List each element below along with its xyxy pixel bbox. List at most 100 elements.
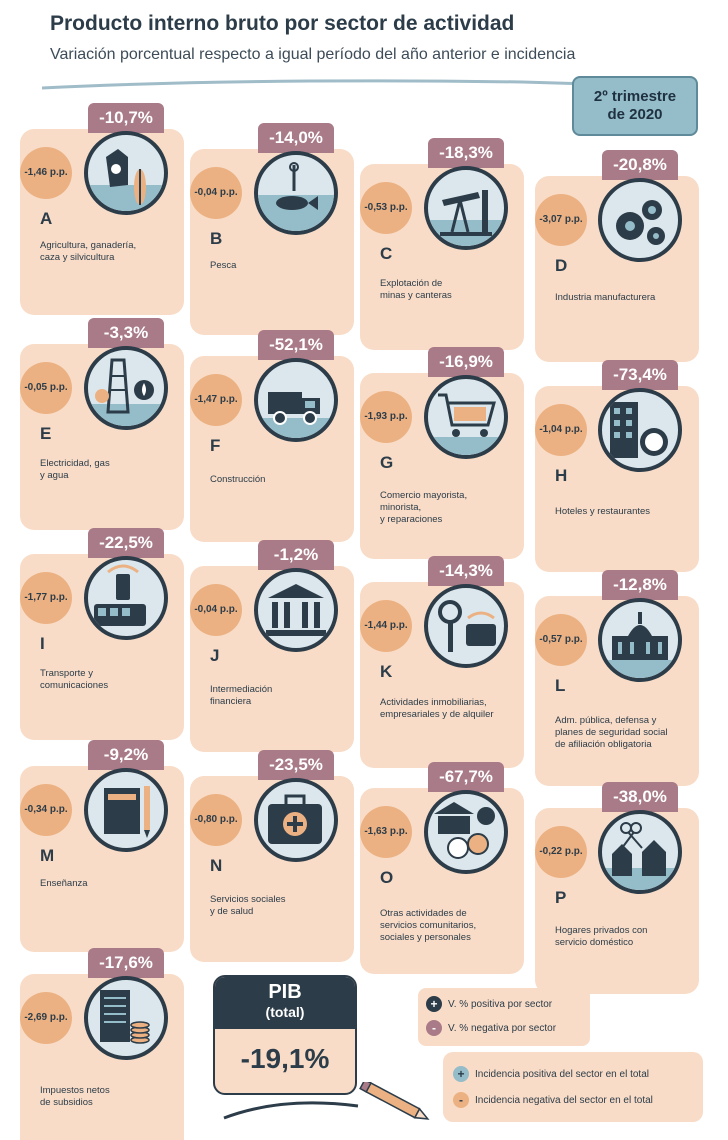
sector-incidence-badge: -1,04 p.p. <box>535 404 587 456</box>
sector-icon-circle <box>598 388 682 472</box>
bank-icon <box>266 584 326 636</box>
sector-incidence-badge: -1,46 p.p. <box>20 147 72 199</box>
sector-incidence-badge: -1,63 p.p. <box>360 806 412 858</box>
legend-minus-peach: - <box>453 1092 469 1108</box>
sector-incidence-badge: -2,69 p.p. <box>20 992 72 1044</box>
sector-variation-label: -73,4% <box>602 360 678 390</box>
sector-icon-circle <box>84 556 168 640</box>
sector-name: Agricultura, ganadería, caza y silvicult… <box>40 240 137 263</box>
sector-variation-label: -16,9% <box>428 347 504 377</box>
sector-incidence-badge: -1,77 p.p. <box>20 572 72 624</box>
sector-name: Hoteles y restaurantes <box>555 506 651 517</box>
legend-positive-variation: + V. % positiva por sector <box>426 996 552 1012</box>
sector-variation-label: -22,5% <box>88 528 164 558</box>
fish-hook-icon <box>258 162 334 231</box>
dump-truck-icon <box>258 392 334 438</box>
sector-variation-label: -1,2% <box>258 540 334 570</box>
sector-letter: N <box>210 856 223 875</box>
sector-incidence-badge: -0,57 p.p. <box>535 614 587 666</box>
sector-variation-label: -10,7% <box>88 103 164 133</box>
sector-name: Otras actividades de servicios comunitar… <box>380 908 477 943</box>
page-title: Producto interno bruto por sector de act… <box>50 12 515 35</box>
legend-positive-incidence: + Incidencia positiva del sector en el t… <box>453 1066 649 1082</box>
congress-icon <box>602 612 678 678</box>
medical-kit-icon <box>268 794 322 844</box>
cow-wheat-icon <box>88 149 164 211</box>
sector-name: Intermediación financiera <box>210 684 273 707</box>
sector-incidence-badge: -3,07 p.p. <box>535 194 587 246</box>
sector-incidence-badge: -0,34 p.p. <box>20 784 72 836</box>
sector-name: Comercio mayorista, minorista, y reparac… <box>380 490 468 525</box>
sector-icon-circle <box>424 166 508 250</box>
legend-negative-incidence-label: Incidencia negativa del sector en el tot… <box>475 1094 653 1106</box>
sector-letter: K <box>380 662 393 681</box>
legend-negative-variation-label: V. % negativa por sector <box>448 1022 557 1034</box>
pib-header: PIB (total) <box>215 977 355 1029</box>
sector-letter: O <box>380 868 394 887</box>
period-label: 2º trimestre de 2020 <box>593 88 677 123</box>
sector-variation-label: -67,7% <box>428 762 504 792</box>
sector-icon-circle <box>254 568 338 652</box>
shopping-cart-icon <box>428 393 504 455</box>
notebook-pencil-icon <box>104 786 150 838</box>
legend-negative-variation: - V. % negativa por sector <box>426 1020 556 1036</box>
sector-letter: D <box>555 256 568 275</box>
sector-incidence-badge: -0,22 p.p. <box>535 826 587 878</box>
sector-name: Impuestos netos de subsidios <box>40 1085 110 1108</box>
bus-phone-icon <box>94 564 146 626</box>
sector-icon-circle <box>84 131 168 215</box>
sector-name: Transporte y comunicaciones <box>40 668 109 691</box>
sector-incidence-badge: -0,04 p.p. <box>190 167 242 219</box>
sector-incidence-badge: -0,04 p.p. <box>190 584 242 636</box>
legend-plus-blue: + <box>453 1066 469 1082</box>
pencil-icon <box>359 1082 430 1120</box>
sector-incidence-badge: -1,93 p.p. <box>360 391 412 443</box>
oil-pump-icon <box>428 190 504 246</box>
sector-variation-label: -23,5% <box>258 750 334 780</box>
sector-incidence-badge: -0,05 p.p. <box>20 362 72 414</box>
page-subtitle: Variación porcentual respecto a igual pe… <box>50 46 576 63</box>
sector-incidence-badge: -1,47 p.p. <box>190 374 242 426</box>
scissors-houses-icon <box>602 822 678 890</box>
pib-total-card: PIB (total) -19,1% <box>213 975 357 1095</box>
sector-name: Industria manufacturera <box>555 292 656 303</box>
sector-name: Construcción <box>210 474 266 485</box>
sector-name: Pesca <box>210 260 237 271</box>
sector-name: Adm. pública, defensa y planes de seguri… <box>555 715 668 750</box>
sector-icon-circle <box>424 790 508 874</box>
sector-icon-circle <box>598 178 682 262</box>
sector-letter: F <box>210 436 221 455</box>
sector-icon-circle <box>84 346 168 430</box>
header-divider <box>42 79 590 90</box>
sector-icon-circle <box>598 598 682 682</box>
sector-name: Actividades inmobiliarias, empresariales… <box>380 697 494 720</box>
legend-negative-incidence: - Incidencia negativa del sector en el t… <box>453 1092 653 1108</box>
sector-variation-label: -18,3% <box>428 138 504 168</box>
swoosh-decoration <box>223 1101 359 1120</box>
key-megaphone-icon <box>438 600 496 652</box>
theater-masks-icon <box>434 802 495 859</box>
sector-icon-circle <box>254 778 338 862</box>
sector-name: Electricidad, gas y agua <box>40 458 110 481</box>
sector-icon-circle <box>254 151 338 235</box>
sector-icon-circle <box>424 375 508 459</box>
sector-letter: P <box>555 888 567 907</box>
sector-variation-label: -14,3% <box>428 556 504 586</box>
sector-variation-label: -17,6% <box>88 948 164 978</box>
sector-letter: H <box>555 466 568 485</box>
pib-value: -19,1% <box>240 1043 330 1074</box>
coins-document-icon <box>100 990 150 1044</box>
sector-name: Hogares privados con servicio doméstico <box>555 925 648 948</box>
sector-letter: E <box>40 424 52 443</box>
hotel-plate-icon <box>610 402 668 458</box>
sector-incidence-badge: -1,44 p.p. <box>360 600 412 652</box>
power-tower-icon <box>88 358 164 426</box>
sector-variation-label: -38,0% <box>602 782 678 812</box>
sector-letter: L <box>555 676 566 695</box>
legend-positive-variation-label: V. % positiva por sector <box>448 998 553 1010</box>
legend-positive-incidence-label: Incidencia positiva del sector en el tot… <box>475 1068 649 1080</box>
sector-variation-label: -20,8% <box>602 150 678 180</box>
legend-plus-dark: + <box>426 996 442 1012</box>
gears-icon <box>616 200 665 245</box>
period-badge: 2º trimestre de 2020 <box>572 76 698 136</box>
